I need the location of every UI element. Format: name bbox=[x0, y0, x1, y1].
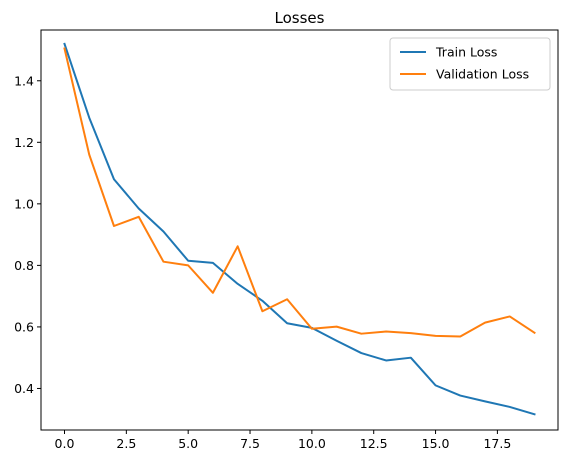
legend: Train Loss Validation Loss bbox=[389, 37, 551, 91]
x-tick-label: 10.0 bbox=[298, 436, 326, 451]
y-tick-label: 1.4 bbox=[14, 73, 34, 88]
x-tick-label: 5.0 bbox=[178, 436, 198, 451]
x-tick-label: 2.5 bbox=[116, 436, 136, 451]
series-line-validation-loss bbox=[63, 47, 536, 338]
plot-frame bbox=[40, 29, 559, 431]
y-tick-label: 0.6 bbox=[14, 319, 34, 334]
x-tick-label: 12.5 bbox=[360, 436, 388, 451]
legend-label: Train Loss bbox=[435, 45, 497, 60]
legend-label: Validation Loss bbox=[436, 67, 529, 82]
series-line-train-loss bbox=[63, 42, 536, 416]
legend-box bbox=[389, 37, 551, 91]
x-tick-label: 0.0 bbox=[55, 436, 75, 451]
y-tick-label: 0.8 bbox=[14, 258, 34, 273]
x-tick-label: 15.0 bbox=[422, 436, 450, 451]
chart-title: Losses bbox=[275, 9, 325, 27]
axes: 0.0 2.5 5.0 7.5 10.0 12.5 15.0 17.5 0.4 0.6 0.8 1.0… bbox=[14, 29, 559, 451]
plot-lines bbox=[63, 42, 536, 416]
y-tick-label: 1.2 bbox=[14, 135, 34, 150]
x-tick-label: 17.5 bbox=[483, 436, 511, 451]
x-tick-label: 7.5 bbox=[240, 436, 260, 451]
y-tick-label: 0.4 bbox=[14, 381, 34, 396]
y-tick-label: 1.0 bbox=[14, 196, 34, 211]
